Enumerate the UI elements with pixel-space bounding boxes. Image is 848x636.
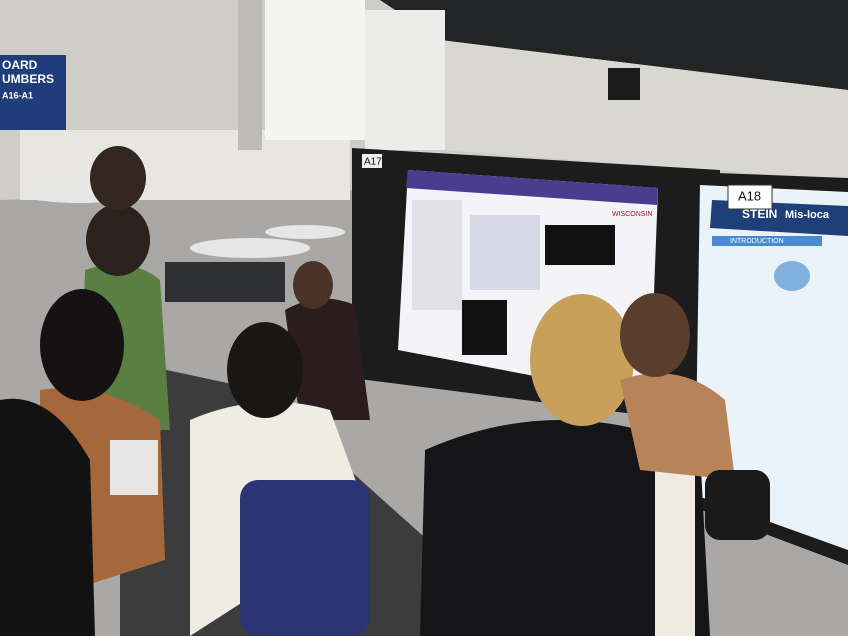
board-label (727, 184, 773, 210)
tablet (110, 440, 158, 495)
head (86, 204, 150, 276)
backpack (705, 470, 770, 540)
presenter (285, 298, 370, 420)
poster-figure (470, 215, 540, 290)
screen (365, 10, 445, 150)
head (227, 322, 303, 418)
head (620, 293, 690, 377)
person (420, 420, 710, 636)
person (620, 373, 735, 480)
poster-figure (545, 225, 615, 265)
sign-text: OARD (2, 58, 38, 72)
sign-text: UMBERS (2, 72, 54, 86)
board-number: A17 (364, 157, 382, 168)
pillar (238, 0, 262, 150)
bag (240, 480, 370, 636)
section-title: INTRODUCTION (730, 238, 784, 245)
table (190, 238, 310, 258)
table (265, 225, 345, 239)
poster-text (412, 200, 462, 310)
sign-text: A16-A1 (2, 90, 33, 100)
screen (265, 0, 365, 140)
right-wall (440, 40, 848, 180)
poster-figure (462, 300, 507, 355)
person (0, 398, 95, 636)
head (90, 146, 146, 210)
sign (0, 55, 66, 130)
ceiling (380, 0, 848, 90)
poster-header-text: STEIN (742, 207, 777, 221)
head (530, 294, 634, 426)
speaker (608, 68, 640, 100)
board-label (362, 154, 382, 168)
board-number: A18 (738, 188, 761, 203)
head (40, 289, 124, 401)
poster-header (406, 170, 658, 205)
head (293, 261, 333, 309)
section-bar (712, 236, 822, 246)
poster-logo: WISCONSIN (612, 211, 652, 218)
chairs (165, 262, 285, 302)
poster-figure (774, 261, 810, 291)
poster-title: Mis-loca (785, 209, 830, 221)
